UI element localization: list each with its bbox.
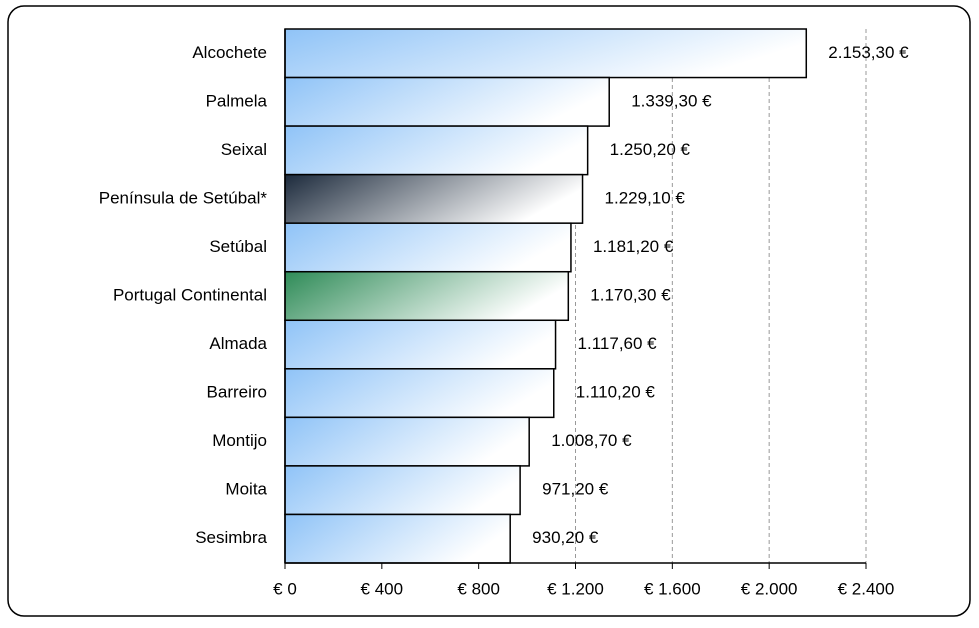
category-label: Almada: [209, 334, 267, 353]
bar: [284, 368, 555, 419]
bar: [284, 125, 589, 176]
category-label: Península de Setúbal*: [99, 188, 268, 207]
bar: [284, 28, 808, 79]
bar: [284, 416, 530, 467]
bar: [284, 222, 572, 273]
bar: [284, 319, 557, 370]
category-label: Palmela: [206, 91, 268, 110]
x-tick-label: € 2.000: [741, 579, 798, 598]
x-tick-label: € 0: [273, 579, 297, 598]
category-label: Sesimbra: [195, 528, 267, 547]
value-label: 1.181,20 €: [593, 237, 674, 256]
value-label: 1.339,30 €: [631, 91, 712, 110]
category-label: Setúbal: [209, 237, 267, 256]
x-tick-label: € 1.200: [547, 579, 604, 598]
bar: [284, 270, 570, 322]
category-label: Seixal: [221, 140, 267, 159]
value-label: 1.008,70 €: [551, 431, 632, 450]
value-label: 1.250,20 €: [610, 140, 691, 159]
x-tick-label: € 1.600: [644, 579, 701, 598]
bar: [284, 173, 584, 224]
x-tick-label: € 2.400: [838, 579, 895, 598]
bar: [284, 465, 521, 516]
category-label: Alcochete: [192, 43, 267, 62]
bar: [284, 513, 511, 564]
value-label: 930,20 €: [532, 528, 599, 547]
category-label: Moita: [225, 480, 267, 499]
value-label: 971,20 €: [542, 480, 609, 499]
value-label: 1.170,30 €: [590, 285, 671, 304]
category-label: Montijo: [212, 431, 267, 450]
x-tick-label: € 800: [457, 579, 500, 598]
value-label: 1.229,10 €: [605, 188, 686, 207]
bar: [284, 76, 610, 127]
category-label: Barreiro: [207, 383, 267, 402]
value-label: 2.153,30 €: [828, 43, 909, 62]
x-tick-label: € 400: [361, 579, 404, 598]
category-label: Portugal Continental: [113, 285, 267, 304]
value-label: 1.117,60 €: [578, 334, 658, 353]
value-label: 1.110,20 €: [576, 383, 656, 402]
